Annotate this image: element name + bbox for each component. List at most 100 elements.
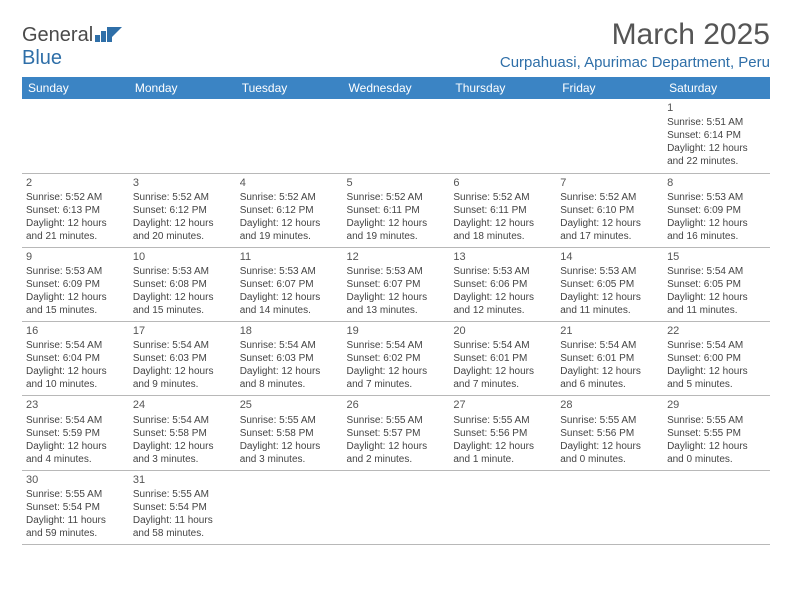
sunrise-text: Sunrise: 5:55 AM <box>133 488 232 501</box>
day-header: Tuesday <box>236 77 343 99</box>
sunrise-text: Sunrise: 5:54 AM <box>26 339 125 352</box>
calendar-row: 23Sunrise: 5:54 AMSunset: 5:59 PMDayligh… <box>22 396 770 470</box>
day-number: 8 <box>667 176 766 190</box>
sunset-text: Sunset: 6:01 PM <box>560 352 659 365</box>
sunrise-text: Sunrise: 5:54 AM <box>560 339 659 352</box>
day-header: Sunday <box>22 77 129 99</box>
day-number: 19 <box>347 324 446 338</box>
logo-text-2: Blue <box>22 47 62 69</box>
sunset-text: Sunset: 5:55 PM <box>667 427 766 440</box>
sunrise-text: Sunrise: 5:52 AM <box>560 191 659 204</box>
day-number: 22 <box>667 324 766 338</box>
day-number: 18 <box>240 324 339 338</box>
day-header: Thursday <box>449 77 556 99</box>
day-number: 17 <box>133 324 232 338</box>
daylight-text: Daylight: 12 hours and 15 minutes. <box>26 291 125 317</box>
sunset-text: Sunset: 5:56 PM <box>560 427 659 440</box>
location: Curpahuasi, Apurimac Department, Peru <box>500 54 770 71</box>
daylight-text: Daylight: 12 hours and 4 minutes. <box>26 440 125 466</box>
day-number: 30 <box>26 473 125 487</box>
day-number: 29 <box>667 398 766 412</box>
sunrise-text: Sunrise: 5:52 AM <box>240 191 339 204</box>
day-number: 2 <box>26 176 125 190</box>
day-number: 11 <box>240 250 339 264</box>
calendar-cell: 10Sunrise: 5:53 AMSunset: 6:08 PMDayligh… <box>129 247 236 321</box>
calendar-cell: 3Sunrise: 5:52 AMSunset: 6:12 PMDaylight… <box>129 173 236 247</box>
daylight-text: Daylight: 12 hours and 0 minutes. <box>667 440 766 466</box>
day-number: 4 <box>240 176 339 190</box>
calendar-cell: 12Sunrise: 5:53 AMSunset: 6:07 PMDayligh… <box>343 247 450 321</box>
calendar-cell: 21Sunrise: 5:54 AMSunset: 6:01 PMDayligh… <box>556 322 663 396</box>
calendar-cell: 15Sunrise: 5:54 AMSunset: 6:05 PMDayligh… <box>663 247 770 321</box>
day-number: 21 <box>560 324 659 338</box>
sunrise-text: Sunrise: 5:55 AM <box>26 488 125 501</box>
sunset-text: Sunset: 6:00 PM <box>667 352 766 365</box>
calendar-cell-empty <box>556 470 663 544</box>
calendar-cell-empty <box>343 470 450 544</box>
daylight-text: Daylight: 12 hours and 16 minutes. <box>667 217 766 243</box>
logo-text: GeneralBlue <box>22 24 123 70</box>
day-number: 25 <box>240 398 339 412</box>
day-number: 23 <box>26 398 125 412</box>
calendar-cell: 6Sunrise: 5:52 AMSunset: 6:11 PMDaylight… <box>449 173 556 247</box>
logo-chart-icon <box>95 24 123 42</box>
sunrise-text: Sunrise: 5:53 AM <box>453 265 552 278</box>
day-header: Wednesday <box>343 77 450 99</box>
calendar-cell-empty <box>343 99 450 173</box>
sunset-text: Sunset: 6:07 PM <box>347 278 446 291</box>
calendar-cell-empty <box>449 470 556 544</box>
calendar-cell: 16Sunrise: 5:54 AMSunset: 6:04 PMDayligh… <box>22 322 129 396</box>
daylight-text: Daylight: 11 hours and 59 minutes. <box>26 514 125 540</box>
day-number: 9 <box>26 250 125 264</box>
sunrise-text: Sunrise: 5:52 AM <box>453 191 552 204</box>
sunset-text: Sunset: 5:56 PM <box>453 427 552 440</box>
day-number: 6 <box>453 176 552 190</box>
day-number: 24 <box>133 398 232 412</box>
header: GeneralBlue March 2025 Curpahuasi, Apuri… <box>22 18 770 71</box>
sunset-text: Sunset: 5:57 PM <box>347 427 446 440</box>
sunset-text: Sunset: 6:11 PM <box>453 204 552 217</box>
calendar-cell: 24Sunrise: 5:54 AMSunset: 5:58 PMDayligh… <box>129 396 236 470</box>
sunset-text: Sunset: 6:03 PM <box>240 352 339 365</box>
calendar-cell: 8Sunrise: 5:53 AMSunset: 6:09 PMDaylight… <box>663 173 770 247</box>
sunrise-text: Sunrise: 5:54 AM <box>453 339 552 352</box>
calendar-cell: 5Sunrise: 5:52 AMSunset: 6:11 PMDaylight… <box>343 173 450 247</box>
logo-text-1: General <box>22 24 93 46</box>
sunset-text: Sunset: 6:05 PM <box>667 278 766 291</box>
month-title: March 2025 <box>500 18 770 52</box>
calendar-cell-empty <box>129 99 236 173</box>
calendar-cell: 4Sunrise: 5:52 AMSunset: 6:12 PMDaylight… <box>236 173 343 247</box>
calendar-cell: 9Sunrise: 5:53 AMSunset: 6:09 PMDaylight… <box>22 247 129 321</box>
daylight-text: Daylight: 12 hours and 7 minutes. <box>453 365 552 391</box>
sunset-text: Sunset: 6:09 PM <box>667 204 766 217</box>
day-number: 16 <box>26 324 125 338</box>
sunrise-text: Sunrise: 5:55 AM <box>240 414 339 427</box>
sunrise-text: Sunrise: 5:55 AM <box>667 414 766 427</box>
day-number: 7 <box>560 176 659 190</box>
calendar-body: 1Sunrise: 5:51 AMSunset: 6:14 PMDaylight… <box>22 99 770 544</box>
day-number: 15 <box>667 250 766 264</box>
day-number: 1 <box>667 101 766 115</box>
sunset-text: Sunset: 6:09 PM <box>26 278 125 291</box>
daylight-text: Daylight: 12 hours and 11 minutes. <box>560 291 659 317</box>
daylight-text: Daylight: 12 hours and 13 minutes. <box>347 291 446 317</box>
day-number: 5 <box>347 176 446 190</box>
sunrise-text: Sunrise: 5:53 AM <box>240 265 339 278</box>
daylight-text: Daylight: 12 hours and 3 minutes. <box>240 440 339 466</box>
calendar-cell: 30Sunrise: 5:55 AMSunset: 5:54 PMDayligh… <box>22 470 129 544</box>
daylight-text: Daylight: 12 hours and 20 minutes. <box>133 217 232 243</box>
calendar-cell-empty <box>556 99 663 173</box>
day-number: 31 <box>133 473 232 487</box>
daylight-text: Daylight: 12 hours and 11 minutes. <box>667 291 766 317</box>
sunset-text: Sunset: 6:11 PM <box>347 204 446 217</box>
sunset-text: Sunset: 6:13 PM <box>26 204 125 217</box>
daylight-text: Daylight: 12 hours and 0 minutes. <box>560 440 659 466</box>
daylight-text: Daylight: 12 hours and 7 minutes. <box>347 365 446 391</box>
calendar-cell: 28Sunrise: 5:55 AMSunset: 5:56 PMDayligh… <box>556 396 663 470</box>
calendar-cell-empty <box>236 99 343 173</box>
calendar-cell: 27Sunrise: 5:55 AMSunset: 5:56 PMDayligh… <box>449 396 556 470</box>
sunrise-text: Sunrise: 5:52 AM <box>133 191 232 204</box>
sunrise-text: Sunrise: 5:52 AM <box>26 191 125 204</box>
sunrise-text: Sunrise: 5:54 AM <box>667 339 766 352</box>
calendar-cell: 20Sunrise: 5:54 AMSunset: 6:01 PMDayligh… <box>449 322 556 396</box>
